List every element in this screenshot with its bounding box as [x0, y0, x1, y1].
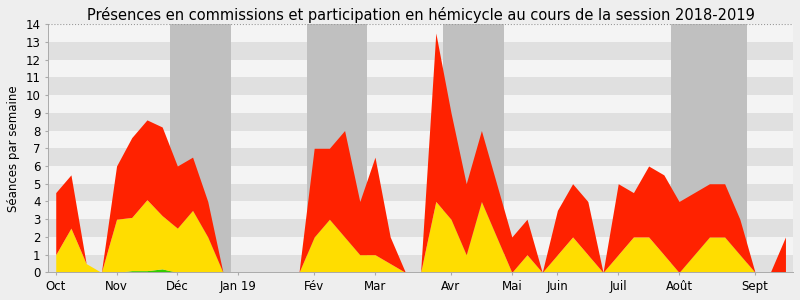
Bar	[671, 24, 747, 272]
Bar	[48, 77, 793, 95]
Bar	[48, 113, 793, 130]
Bar	[48, 42, 793, 60]
Y-axis label: Séances par semaine: Séances par semaine	[7, 85, 20, 212]
Bar	[48, 60, 793, 77]
Bar	[170, 24, 230, 272]
Bar	[48, 184, 793, 202]
Bar	[443, 24, 504, 272]
Bar	[48, 237, 793, 255]
Bar	[48, 95, 793, 113]
Bar	[48, 130, 793, 148]
Bar	[48, 255, 793, 272]
Bar	[48, 24, 793, 42]
Bar	[48, 166, 793, 184]
Title: Présences en commissions et participation en hémicycle au cours de la session 20: Présences en commissions et participatio…	[86, 7, 754, 23]
Bar	[48, 219, 793, 237]
Bar	[48, 148, 793, 166]
Bar	[306, 24, 367, 272]
Bar	[48, 202, 793, 219]
